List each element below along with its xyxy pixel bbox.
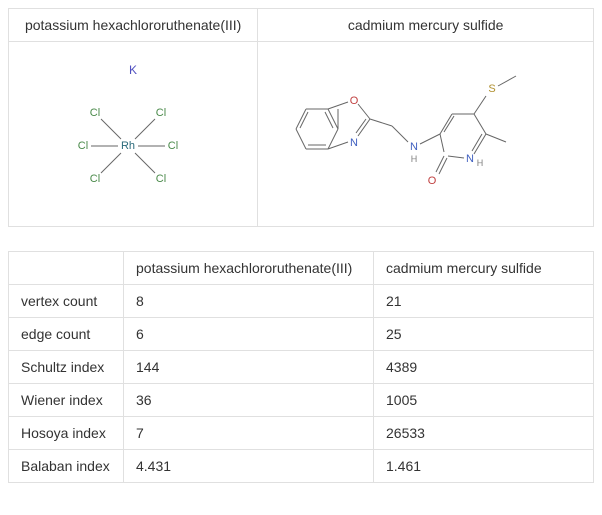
svg-text:K: K	[129, 63, 137, 77]
row-value-1: 6	[124, 318, 374, 351]
svg-text:N: N	[466, 153, 474, 165]
row-value-2: 26533	[374, 417, 594, 450]
row-label: Balaban index	[9, 450, 124, 483]
compound-name-1: potassium hexachlororuthenate(III)	[9, 9, 258, 42]
row-label: Wiener index	[9, 384, 124, 417]
row-label: vertex count	[9, 285, 124, 318]
row-value-1: 36	[124, 384, 374, 417]
row-value-2: 1005	[374, 384, 594, 417]
row-value-1: 7	[124, 417, 374, 450]
svg-text:Cl: Cl	[168, 140, 178, 152]
table-row: edge count 6 25	[9, 318, 594, 351]
row-value-1: 4.431	[124, 450, 374, 483]
svg-text:Cl: Cl	[90, 107, 100, 119]
table-row: Wiener index 36 1005	[9, 384, 594, 417]
table-header-col3: cadmium mercury sulfide	[374, 252, 594, 285]
svg-text:N: N	[410, 141, 418, 153]
svg-text:Rh: Rh	[121, 140, 135, 152]
data-table: potassium hexachlororuthenate(III) cadmi…	[8, 251, 594, 483]
table-row: Hosoya index 7 26533	[9, 417, 594, 450]
svg-text:H: H	[410, 154, 417, 164]
table-header-col2: potassium hexachlororuthenate(III)	[124, 252, 374, 285]
row-label: Schultz index	[9, 351, 124, 384]
structure-diagram-1: K Rh Cl Cl Cl Cl Cl Cl	[53, 54, 213, 214]
svg-text:H: H	[476, 158, 483, 168]
svg-text:Cl: Cl	[156, 107, 166, 119]
structure-cell-2: O N N H N	[258, 42, 594, 227]
svg-text:O: O	[349, 95, 358, 107]
svg-text:Cl: Cl	[78, 140, 88, 152]
row-value-1: 8	[124, 285, 374, 318]
table-row: vertex count 8 21	[9, 285, 594, 318]
row-value-2: 21	[374, 285, 594, 318]
row-value-1: 144	[124, 351, 374, 384]
row-value-2: 4389	[374, 351, 594, 384]
compounds-table: potassium hexachlororuthenate(III) cadmi…	[8, 8, 594, 227]
svg-text:N: N	[350, 137, 358, 149]
row-label: Hosoya index	[9, 417, 124, 450]
svg-text:O: O	[427, 175, 436, 187]
table-header-empty	[9, 252, 124, 285]
table-header-row: potassium hexachlororuthenate(III) cadmi…	[9, 252, 594, 285]
table-row: Balaban index 4.431 1.461	[9, 450, 594, 483]
svg-text:Cl: Cl	[90, 173, 100, 185]
svg-text:Cl: Cl	[156, 173, 166, 185]
svg-text:S: S	[488, 83, 495, 95]
row-value-2: 25	[374, 318, 594, 351]
compound-name-2: cadmium mercury sulfide	[258, 9, 594, 42]
row-label: edge count	[9, 318, 124, 351]
table-row: Schultz index 144 4389	[9, 351, 594, 384]
structure-diagram-2: O N N H N	[276, 54, 576, 214]
row-value-2: 1.461	[374, 450, 594, 483]
structure-cell-1: K Rh Cl Cl Cl Cl Cl Cl	[9, 42, 258, 227]
